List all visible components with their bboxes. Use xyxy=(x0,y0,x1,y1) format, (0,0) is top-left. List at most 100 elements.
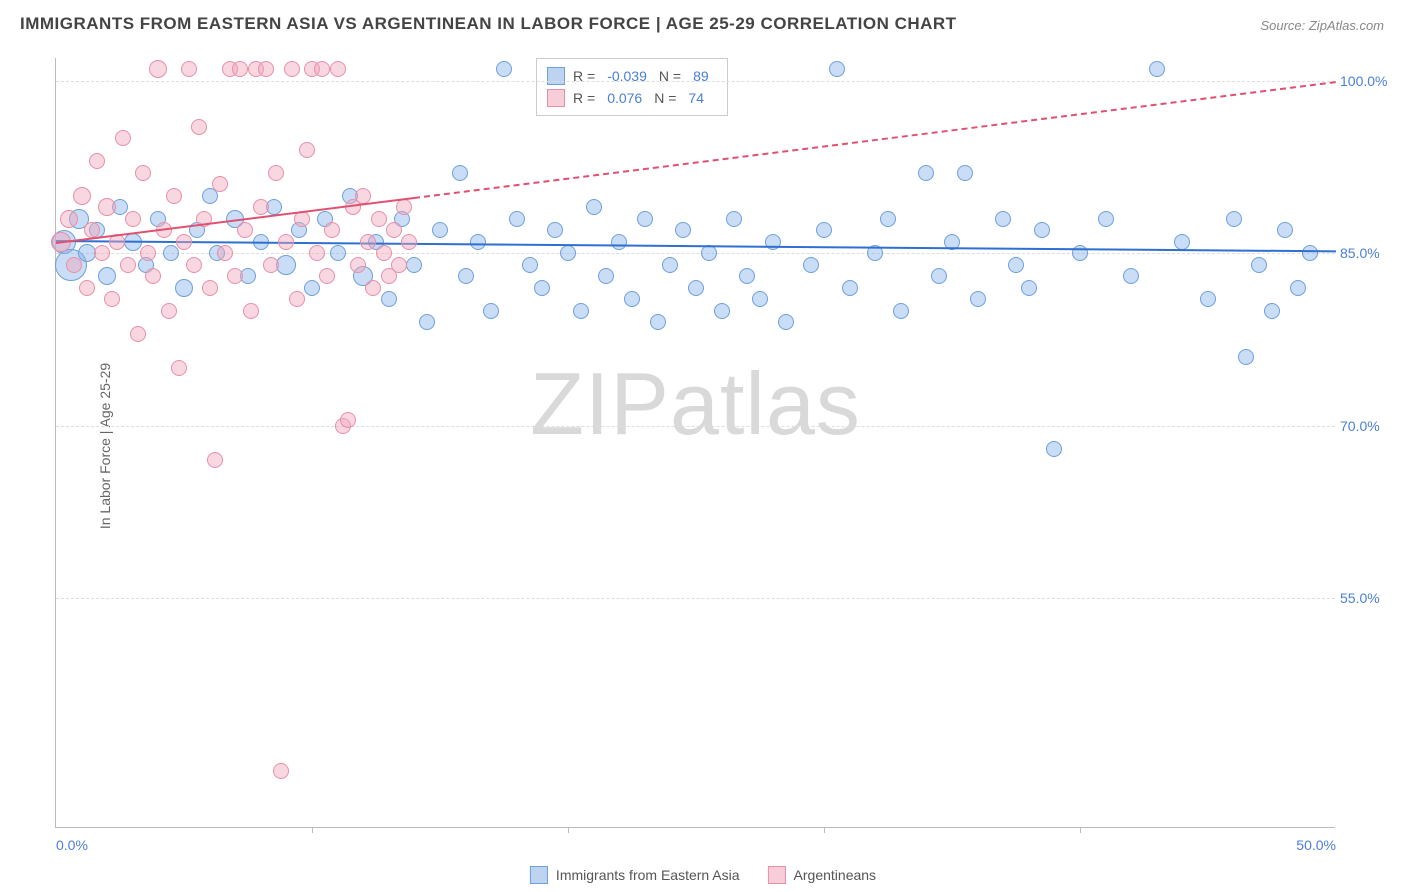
scatter-point xyxy=(176,234,192,250)
scatter-point xyxy=(60,210,78,228)
scatter-point xyxy=(995,211,1011,227)
scatter-point xyxy=(534,280,550,296)
x-tick-mark xyxy=(312,827,313,833)
scatter-point xyxy=(829,61,845,77)
scatter-point xyxy=(452,165,468,181)
scatter-point xyxy=(458,268,474,284)
legend-swatch-series2 xyxy=(768,866,786,884)
scatter-point xyxy=(145,268,161,284)
scatter-point xyxy=(191,119,207,135)
scatter-point xyxy=(309,245,325,261)
scatter-point xyxy=(1046,441,1062,457)
scatter-point xyxy=(115,130,131,146)
scatter-point xyxy=(371,211,387,227)
scatter-point xyxy=(1302,245,1318,261)
scatter-point xyxy=(893,303,909,319)
scatter-point xyxy=(237,222,253,238)
scatter-point xyxy=(1251,257,1267,273)
y-tick-label: 55.0% xyxy=(1340,590,1395,606)
scatter-point xyxy=(243,303,259,319)
bottom-legend: Immigrants from Eastern Asia Argentinean… xyxy=(530,866,876,884)
x-tick-label: 50.0% xyxy=(1296,837,1336,853)
scatter-point xyxy=(299,142,315,158)
scatter-point xyxy=(714,303,730,319)
scatter-point xyxy=(386,222,402,238)
legend-n-value-2: 74 xyxy=(688,87,704,109)
scatter-point xyxy=(98,198,116,216)
plot-area: ZIPatlas R = -0.039 N = 89 R = 0.076 N =… xyxy=(55,58,1335,828)
series-2-name: Argentineans xyxy=(794,867,877,883)
scatter-point xyxy=(89,153,105,169)
watermark-thin: atlas xyxy=(670,354,861,453)
scatter-point xyxy=(149,60,167,78)
scatter-point xyxy=(232,61,248,77)
scatter-point xyxy=(560,245,576,261)
scatter-point xyxy=(470,234,486,250)
scatter-point xyxy=(1200,291,1216,307)
scatter-point xyxy=(79,280,95,296)
scatter-point xyxy=(1277,222,1293,238)
scatter-point xyxy=(391,257,407,273)
scatter-point xyxy=(73,187,91,205)
scatter-point xyxy=(509,211,525,227)
scatter-point xyxy=(253,199,269,215)
scatter-point xyxy=(1238,349,1254,365)
scatter-point xyxy=(227,268,243,284)
scatter-point xyxy=(586,199,602,215)
gridline-horizontal xyxy=(56,598,1335,599)
scatter-point xyxy=(931,268,947,284)
scatter-point xyxy=(276,255,296,275)
series-1-name: Immigrants from Eastern Asia xyxy=(556,867,740,883)
source-attribution: Source: ZipAtlas.com xyxy=(1260,18,1384,33)
y-tick-label: 85.0% xyxy=(1340,245,1395,261)
legend-swatch-series1 xyxy=(530,866,548,884)
scatter-point xyxy=(752,291,768,307)
x-tick-label: 0.0% xyxy=(56,837,88,853)
scatter-point xyxy=(175,279,193,297)
scatter-point xyxy=(125,211,141,227)
scatter-point xyxy=(181,61,197,77)
x-tick-mark xyxy=(1080,827,1081,833)
scatter-point xyxy=(355,188,371,204)
scatter-point xyxy=(130,326,146,342)
scatter-point xyxy=(171,360,187,376)
scatter-point xyxy=(330,245,346,261)
bottom-legend-item: Immigrants from Eastern Asia xyxy=(530,866,740,884)
scatter-point xyxy=(624,291,640,307)
gridline-horizontal xyxy=(56,253,1335,254)
legend-swatch-series2 xyxy=(547,89,565,107)
scatter-point xyxy=(273,763,289,779)
scatter-point xyxy=(611,234,627,250)
scatter-point xyxy=(104,291,120,307)
scatter-point xyxy=(376,245,392,261)
scatter-point xyxy=(918,165,934,181)
scatter-point xyxy=(289,291,305,307)
scatter-point xyxy=(207,452,223,468)
scatter-point xyxy=(1123,268,1139,284)
scatter-point xyxy=(675,222,691,238)
bottom-legend-item: Argentineans xyxy=(768,866,877,884)
chart-title: IMMIGRANTS FROM EASTERN ASIA VS ARGENTIN… xyxy=(20,14,957,34)
scatter-point xyxy=(1290,280,1306,296)
scatter-point xyxy=(396,199,412,215)
scatter-point xyxy=(401,234,417,250)
scatter-point xyxy=(432,222,448,238)
scatter-point xyxy=(340,412,356,428)
x-tick-mark xyxy=(824,827,825,833)
scatter-point xyxy=(94,245,110,261)
legend-r-label: R = xyxy=(573,65,595,87)
scatter-point xyxy=(1098,211,1114,227)
gridline-horizontal xyxy=(56,81,1335,82)
watermark: ZIPatlas xyxy=(530,353,861,455)
scatter-point xyxy=(650,314,666,330)
y-tick-label: 100.0% xyxy=(1340,73,1395,89)
scatter-point xyxy=(381,291,397,307)
legend-row: R = 0.076 N = 74 xyxy=(547,87,713,109)
scatter-point xyxy=(163,245,179,261)
scatter-point xyxy=(778,314,794,330)
scatter-point xyxy=(726,211,742,227)
scatter-point xyxy=(284,61,300,77)
y-tick-label: 70.0% xyxy=(1340,418,1395,434)
scatter-point xyxy=(406,257,422,273)
scatter-point xyxy=(637,211,653,227)
